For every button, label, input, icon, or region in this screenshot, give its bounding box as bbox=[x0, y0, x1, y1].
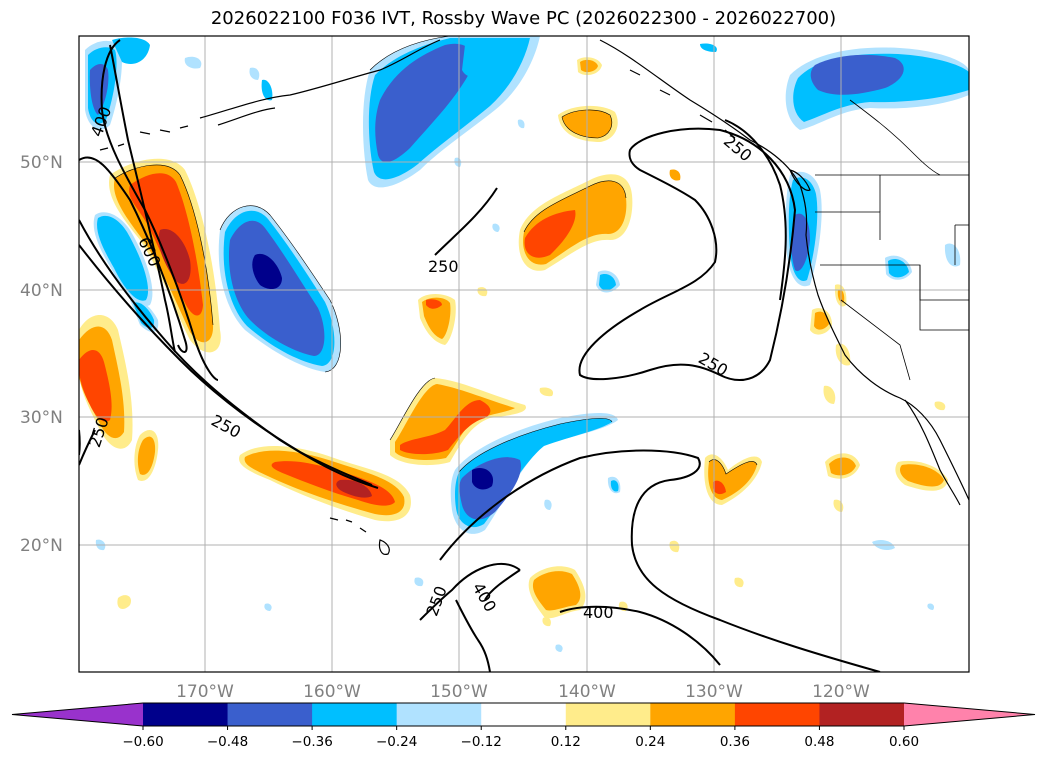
chart-title: 2026022100 F036 IVT, Rossby Wave PC (202… bbox=[210, 8, 837, 29]
contour-label: 250 bbox=[428, 257, 459, 276]
map-gridlines bbox=[79, 36, 969, 672]
colorbar-tick-label: −0.12 bbox=[461, 734, 502, 750]
colorbar-tick-label: 0.12 bbox=[551, 734, 581, 750]
colorbar: −0.60 −0.48 −0.36 −0.24 −0.12 0.12 0.24 0.36 0.4… bbox=[11, 702, 1036, 750]
colorbar-swatch bbox=[396, 703, 482, 726]
colorbar-swatch bbox=[565, 703, 651, 726]
latitude-labels: 50°N 40°N 30°N 20°N bbox=[20, 153, 63, 556]
lon-label: 150°W bbox=[430, 682, 488, 702]
colorbar-tick-label: −0.24 bbox=[376, 734, 417, 750]
colorbar-tick-label: 0.24 bbox=[635, 734, 665, 750]
positive-anomaly-shading bbox=[79, 57, 948, 627]
colorbar-tick-label: 0.60 bbox=[889, 734, 919, 750]
colorbar-swatch bbox=[734, 703, 820, 726]
colorbar-swatch bbox=[819, 703, 905, 726]
colorbar-extension-high bbox=[904, 703, 1035, 726]
lat-label: 30°N bbox=[20, 408, 63, 428]
colorbar-swatch bbox=[143, 703, 229, 726]
colorbar-swatch bbox=[650, 703, 736, 726]
lon-label: 170°W bbox=[176, 682, 234, 702]
political-borders bbox=[815, 99, 969, 381]
colorbar-extension-low bbox=[12, 703, 143, 726]
lon-label: 120°W bbox=[812, 682, 870, 702]
colorbar-tick-label: −0.60 bbox=[122, 734, 163, 750]
longitude-labels: 170°W 160°W 150°W 140°W 130°W 120°W bbox=[176, 682, 870, 702]
negative-anomaly-shading bbox=[85, 36, 969, 652]
colorbar-tick-label: −0.36 bbox=[291, 734, 332, 750]
rossby-contours bbox=[79, 39, 881, 672]
lon-label: 130°W bbox=[685, 682, 743, 702]
colorbar-tick-label: 0.36 bbox=[720, 734, 750, 750]
colorbar-swatch bbox=[227, 703, 313, 726]
lon-label: 140°W bbox=[558, 682, 616, 702]
colorbar-tick-label: −0.48 bbox=[207, 734, 248, 750]
map-frame bbox=[78, 35, 970, 673]
colorbar-tick-label: 0.48 bbox=[804, 734, 834, 750]
colorbar-swatch bbox=[312, 703, 398, 726]
lat-label: 40°N bbox=[20, 281, 63, 301]
contour-label: 400 bbox=[583, 603, 614, 622]
lon-label: 160°W bbox=[303, 682, 361, 702]
colorbar-swatch bbox=[481, 703, 567, 726]
map-area: 400 600 250 250 250 250 250 400 400 250 bbox=[79, 36, 969, 672]
lat-label: 20°N bbox=[20, 536, 63, 556]
lat-label: 50°N bbox=[20, 153, 63, 173]
coastlines bbox=[99, 39, 969, 555]
